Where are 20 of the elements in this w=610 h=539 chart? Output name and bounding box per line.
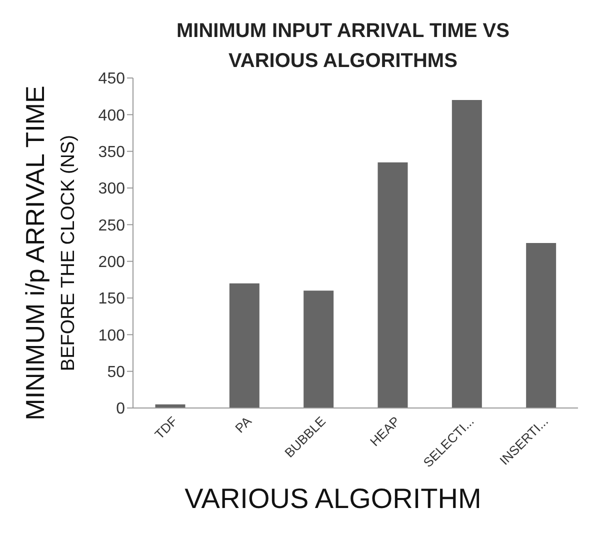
bar [526,243,556,408]
y-tick-label: 100 [98,327,126,344]
bar [452,100,482,408]
y-tick-label: 150 [98,290,126,308]
x-tick-label: TDF [152,413,180,442]
y-tick-label: 50 [107,364,126,382]
y-tick-label: 400 [98,107,126,124]
y-axis-title: MINIMUM i/p ARRIVAL TIME BEFORE THE CLOCK (NS) [20,86,79,420]
y-tick-label: 200 [98,254,126,272]
x-axis-title: VARIOUS ALGORITHM [184,483,482,515]
x-tick-label: PA [232,413,255,436]
y-tick-label: 250 [98,217,126,234]
y-tick-label: 300 [98,180,126,198]
chart-title: MINIMUM INPUT ARRIVAL TIME VS VARIOUS ALGORITHMS [176,19,510,72]
y-tick-label: 350 [98,144,126,162]
bar [304,290,334,408]
y-tick-label: 450 [98,70,126,88]
bar [378,162,408,408]
bar [229,283,260,408]
y-tick-label: 0 [116,400,126,418]
